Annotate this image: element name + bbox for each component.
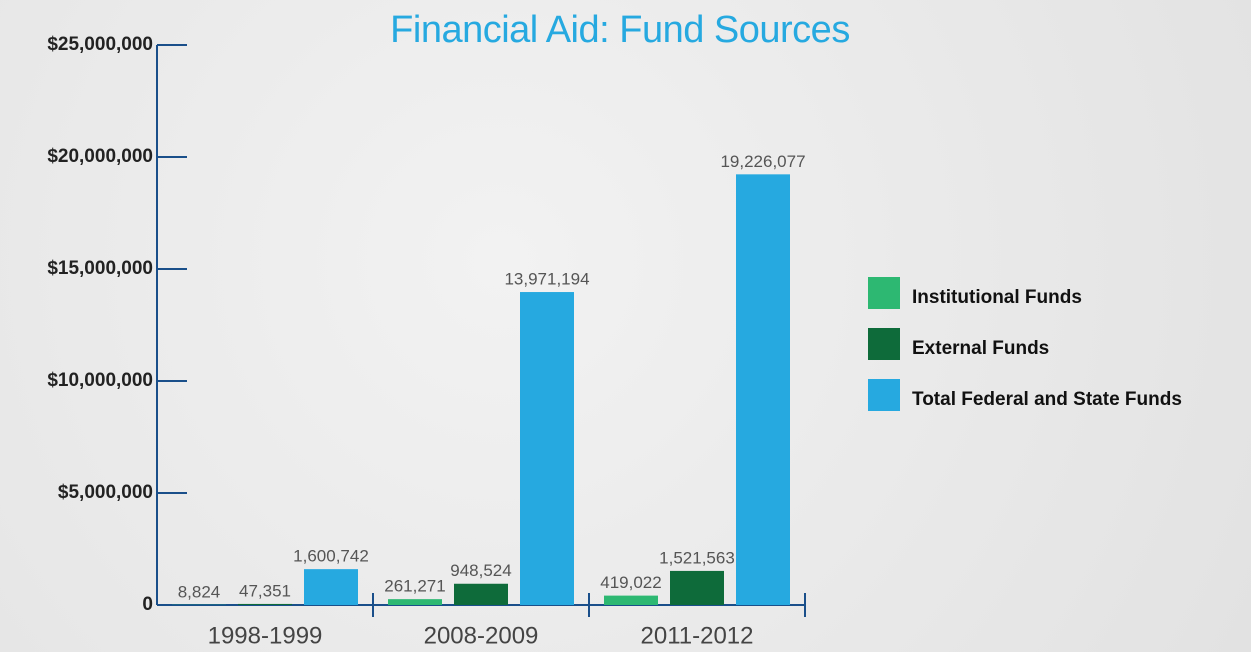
value-label: 19,226,077 (720, 152, 805, 171)
y-tick-label: $25,000,000 (47, 34, 153, 55)
x-tick-label: 2011-2012 (641, 622, 754, 649)
chart-title: Financial Aid: Fund Sources (390, 9, 850, 51)
value-label: 1,521,563 (659, 548, 735, 567)
value-label: 47,351 (239, 581, 291, 600)
x-tick-label: 1998-1999 (208, 622, 323, 649)
bar (604, 595, 658, 605)
bar (736, 174, 790, 605)
y-tick-label: $20,000,000 (47, 146, 153, 167)
bar (388, 599, 442, 605)
value-label: 261,271 (384, 577, 445, 596)
legend-swatch (868, 379, 900, 411)
bar (520, 292, 574, 605)
legend-swatch (868, 328, 900, 360)
legend-label: Total Federal and State Funds (912, 389, 1182, 410)
bar (454, 583, 508, 605)
legend-label: External Funds (912, 338, 1049, 359)
bar (670, 570, 724, 605)
value-label: 13,971,194 (504, 270, 589, 289)
legend-label: Institutional Funds (912, 287, 1082, 308)
bar (238, 603, 292, 605)
x-tick-label: 2008-2009 (424, 622, 539, 649)
y-tick-label: $5,000,000 (58, 482, 153, 503)
legend-swatch (868, 277, 900, 309)
value-label: 948,524 (450, 561, 511, 580)
y-tick-label: $15,000,000 (47, 258, 153, 279)
bar (304, 569, 358, 605)
value-label: 8,824 (178, 582, 221, 601)
value-label: 1,600,742 (293, 547, 369, 566)
y-tick-label: 0 (142, 594, 153, 615)
y-tick-label: $10,000,000 (47, 370, 153, 391)
value-label: 419,022 (600, 573, 661, 592)
